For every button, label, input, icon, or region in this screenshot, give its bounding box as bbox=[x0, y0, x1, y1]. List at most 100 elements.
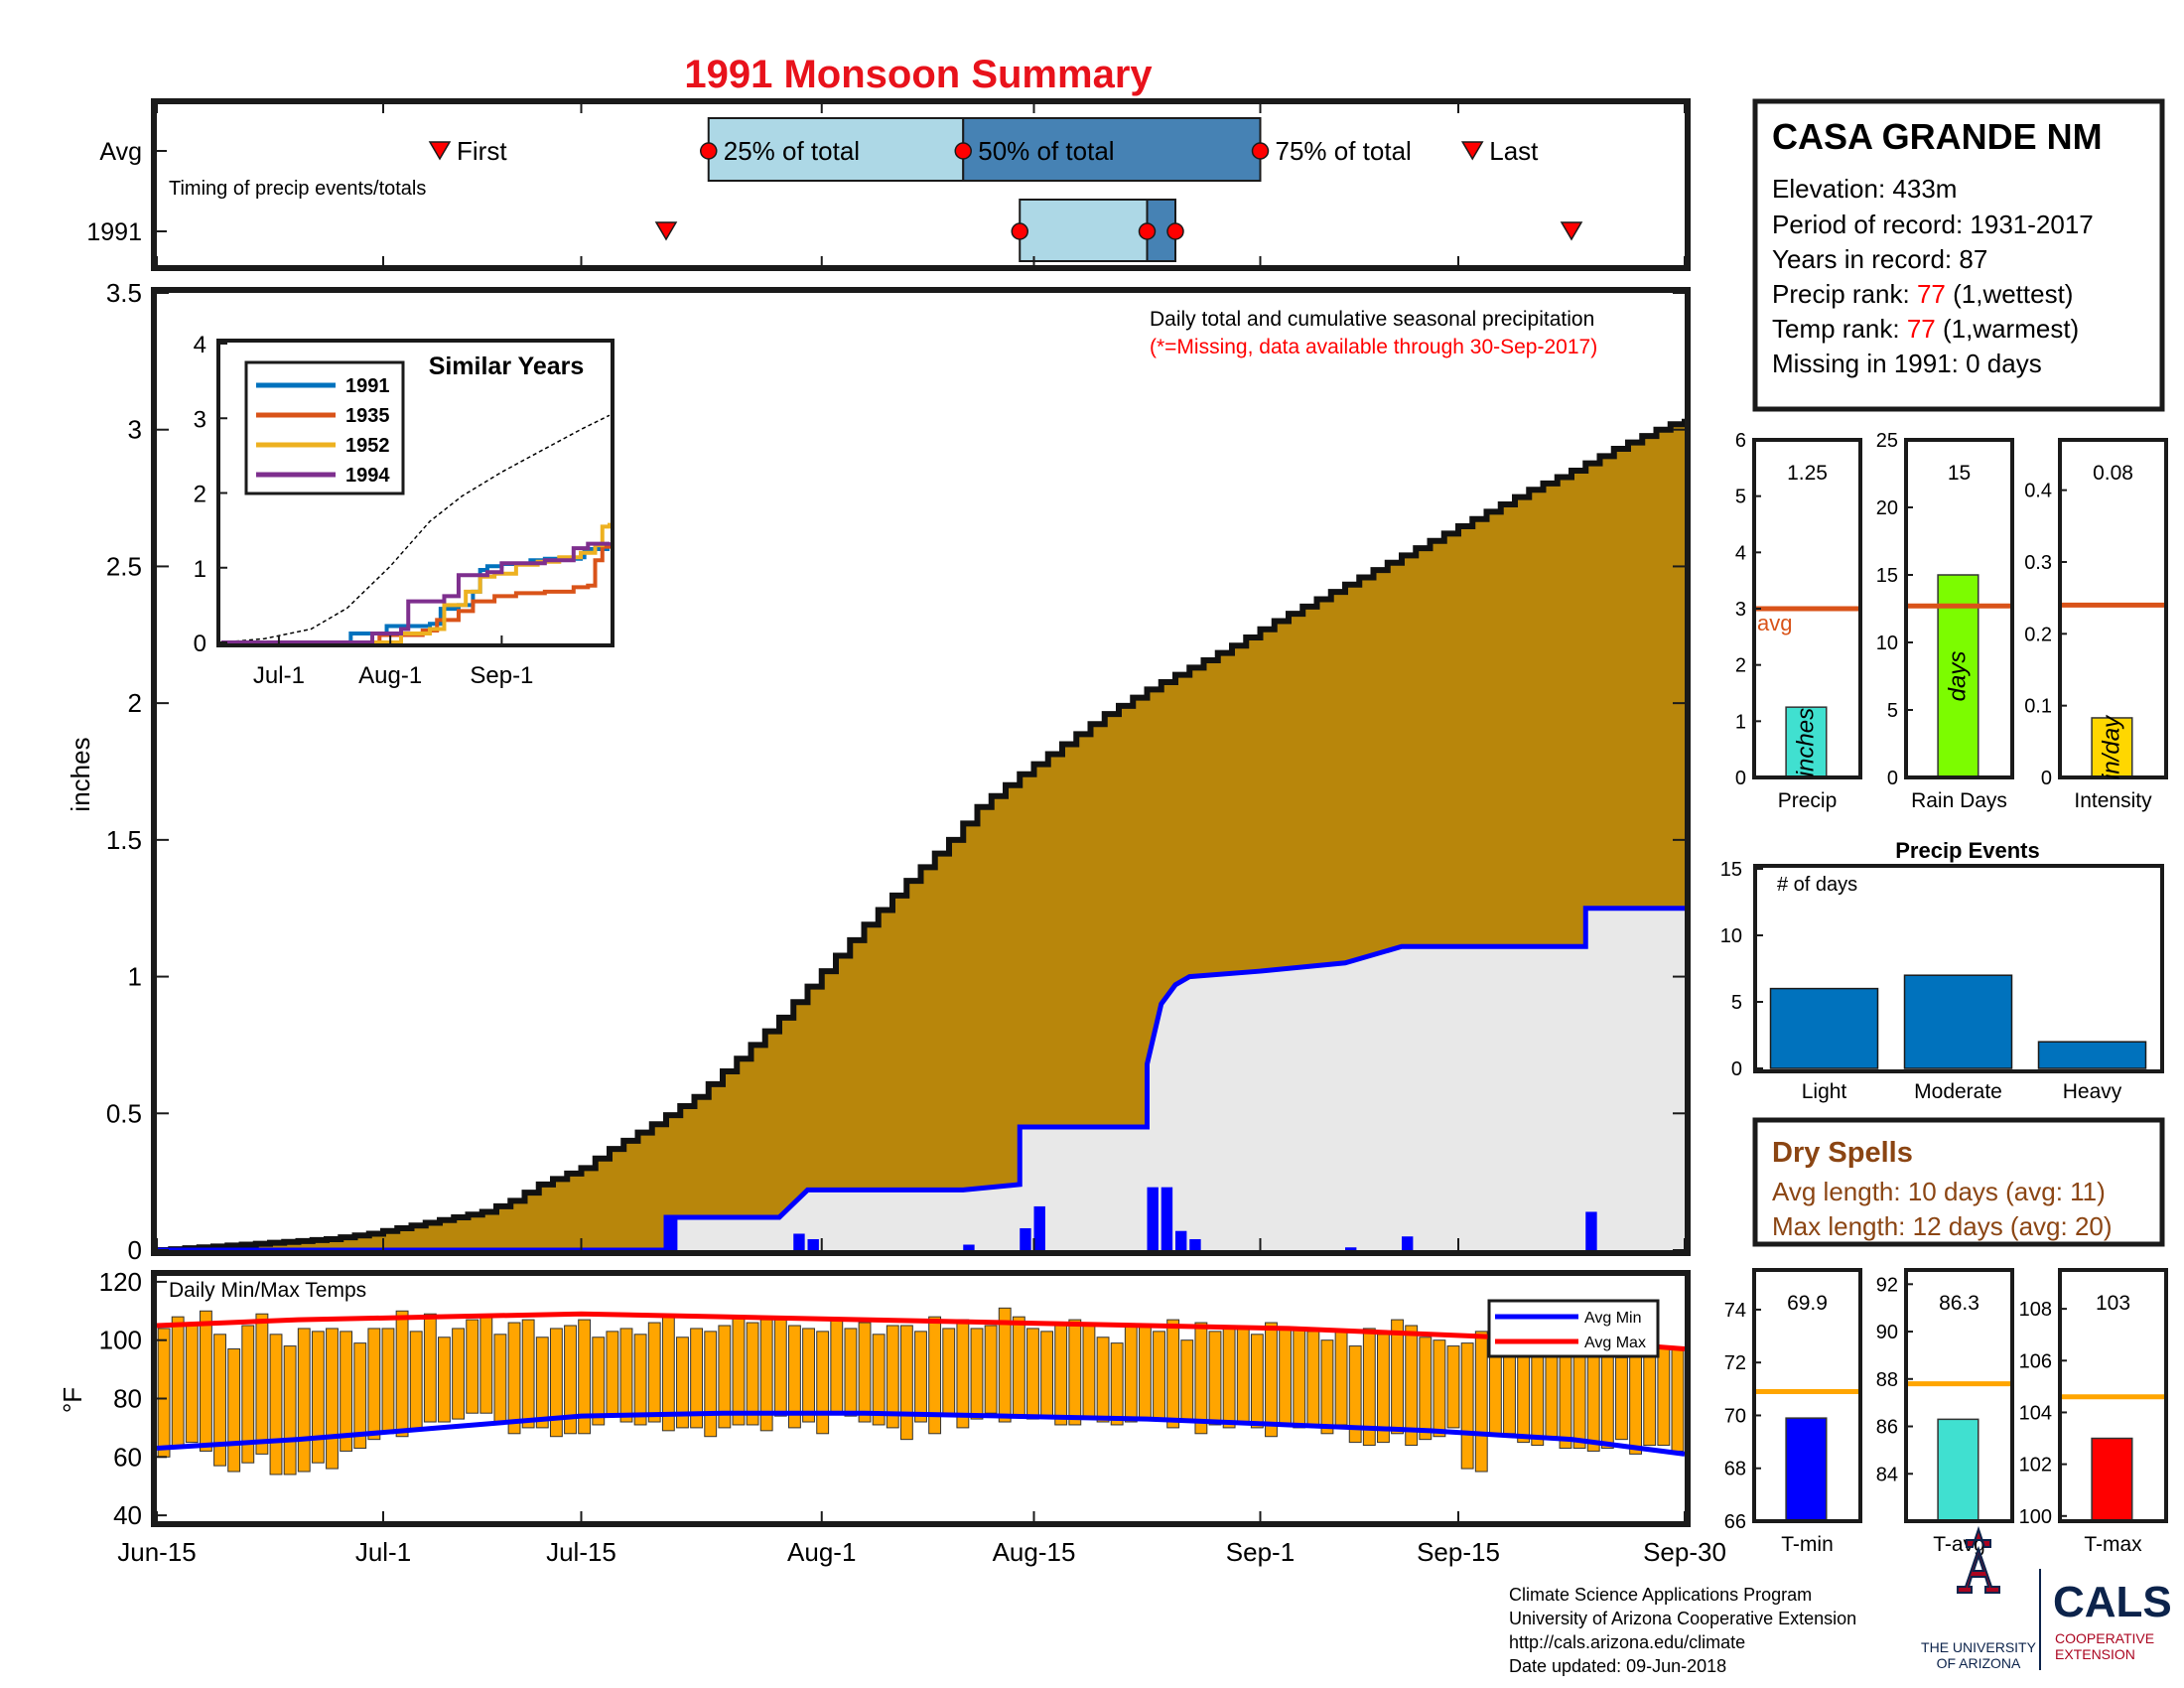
temp-range-bar bbox=[1586, 1345, 1600, 1452]
daily-precip-bar bbox=[1020, 1227, 1031, 1250]
year-q25-marker-icon bbox=[1011, 222, 1028, 240]
temp-range-bar bbox=[984, 1325, 998, 1414]
temp-range-bar bbox=[872, 1334, 886, 1426]
temp-y-tick-label: 120 bbox=[99, 1267, 142, 1297]
dry-spells-avg: Avg length: 10 days (avg: 11) bbox=[1772, 1177, 2106, 1206]
station-info-box: CASA GRANDE NM Elevation: 433m Period of… bbox=[1752, 98, 2165, 412]
temp-range-bar bbox=[381, 1328, 395, 1435]
inset-legend-label-1991: 1991 bbox=[345, 375, 390, 397]
temp-range-bar bbox=[1110, 1342, 1124, 1426]
intensity-y-tick-label: 0.2 bbox=[2024, 624, 2052, 645]
main-y-tick-label: 1.5 bbox=[106, 825, 142, 855]
precip_total-unit-label: inches bbox=[1792, 708, 1819, 776]
avg-first-marker-icon bbox=[428, 141, 452, 161]
inset-plot-area bbox=[220, 414, 612, 644]
temp-x-tick-label: Jul-1 bbox=[355, 1537, 411, 1567]
daily-precip-bar bbox=[1175, 1230, 1187, 1250]
dry-spells-box: Dry Spells Avg length: 10 days (avg: 11)… bbox=[1752, 1117, 2165, 1247]
temp-y-tick-label: 60 bbox=[113, 1442, 142, 1472]
university-of-arizona-logo: THE UNIVERSITY OF ARIZONA CALS COOPERATI… bbox=[1921, 1525, 2172, 1671]
events-category-label: Light bbox=[1802, 1080, 1847, 1103]
precip_total-y-tick-label: 6 bbox=[1735, 430, 1746, 452]
rain_days-unit-label: days bbox=[1944, 651, 1971, 702]
temp-range-bar bbox=[718, 1325, 732, 1429]
temp-range-bar bbox=[1615, 1356, 1628, 1441]
temp-range-bar bbox=[1180, 1339, 1194, 1423]
tmin-y-tick-label: 72 bbox=[1724, 1352, 1746, 1374]
temp-range-bar bbox=[199, 1310, 212, 1452]
ua-name-line-2: OF ARIZONA bbox=[1937, 1655, 2021, 1671]
inset-y-tick-label: 3 bbox=[194, 406, 206, 433]
temp-legend: Avg Min Avg Max bbox=[1495, 1310, 1646, 1351]
temp-range-bar bbox=[353, 1342, 367, 1449]
main-y-tick-label: 3.5 bbox=[106, 278, 142, 308]
temp-range-bar bbox=[1096, 1336, 1110, 1423]
events-title: Precip Events bbox=[1895, 838, 2040, 863]
precip_total-y-tick-label: 4 bbox=[1735, 542, 1746, 564]
temp-range-bar bbox=[1460, 1342, 1474, 1470]
main-y-tick-label: 0 bbox=[128, 1235, 142, 1265]
rain_days-y-tick-label: 20 bbox=[1876, 497, 1898, 519]
avg-q25-label: 25% of total bbox=[724, 136, 860, 166]
avg-min-line bbox=[156, 1410, 1686, 1457]
events-y-tick-label: 10 bbox=[1720, 925, 1742, 947]
temp-range-bar bbox=[1419, 1336, 1433, 1441]
avg-q75-marker-icon bbox=[1251, 142, 1270, 160]
tavg-y-tick-label: 88 bbox=[1876, 1369, 1898, 1391]
footer-line-2: University of Arizona Cooperative Extens… bbox=[1509, 1609, 1856, 1628]
precip-rank-suffix: (1,wettest) bbox=[1946, 279, 2074, 309]
tmin-value-label: 69.9 bbox=[1787, 1292, 1828, 1315]
temp-range-bar bbox=[1671, 1348, 1685, 1452]
temp-range-bar bbox=[956, 1319, 970, 1429]
temp-range-bar bbox=[157, 1328, 171, 1458]
timing-panel: Avg 1991 Timing of precip events/totals … bbox=[86, 98, 1691, 271]
inset-avg-reference-line bbox=[220, 414, 611, 643]
temp-legend-label: Avg Max bbox=[1584, 1335, 1646, 1351]
temp-range-bar bbox=[1208, 1331, 1222, 1426]
events-frame bbox=[1753, 864, 2164, 1073]
dry-spells-frame bbox=[1752, 1117, 2165, 1247]
daily-precip-bar bbox=[1033, 1205, 1045, 1250]
rain_days-y-tick-label: 0 bbox=[1887, 768, 1898, 789]
events-y-tick-label: 0 bbox=[1731, 1058, 1742, 1080]
inset-series-line-1994 bbox=[221, 541, 612, 644]
temp-range-bar bbox=[1138, 1325, 1152, 1420]
tmax-frame bbox=[2058, 1268, 2168, 1523]
temp-range-bar bbox=[171, 1316, 185, 1449]
intensity-unit-label: in/day bbox=[2098, 714, 2124, 779]
temp-range-bar bbox=[592, 1336, 606, 1426]
temp-range-bar bbox=[395, 1310, 409, 1438]
temp-range-bar bbox=[535, 1336, 549, 1429]
temp-range-bar bbox=[1446, 1345, 1460, 1429]
temp-range-bar bbox=[1026, 1328, 1039, 1420]
timing-marks: First 25% of total 50% of total 75% of tota… bbox=[156, 104, 1686, 265]
year-box-q25-q50 bbox=[1019, 199, 1149, 262]
inset-y-tick-label: 1 bbox=[194, 556, 206, 583]
events-plot-area: Light Moderate Heavy 0 5 10 15 bbox=[1720, 859, 2147, 1103]
inset-axes: 0 1 2 3 4 Jul-1 Aug-1 Sep-1 bbox=[194, 332, 534, 689]
events-y-tick-label: 15 bbox=[1720, 859, 1742, 881]
main-y-tick-label: 2 bbox=[128, 688, 142, 718]
events-category-label: Moderate bbox=[1914, 1080, 2002, 1103]
temp-rank-value: 77 bbox=[1907, 314, 1936, 344]
footer-line-4: Date updated: 09-Jun-2018 bbox=[1509, 1656, 1726, 1676]
temp-x-tick-label: Aug-15 bbox=[993, 1537, 1076, 1567]
daily-precip-bar bbox=[1585, 1211, 1597, 1250]
tmin-y-tick-label: 66 bbox=[1724, 1511, 1746, 1533]
intensity-y-tick-label: 0.4 bbox=[2024, 481, 2052, 502]
temp-range-bar bbox=[1600, 1342, 1614, 1449]
tavg-y-tick-label: 84 bbox=[1876, 1464, 1898, 1485]
temp-range-bar bbox=[438, 1336, 451, 1423]
precip_total-y-tick-label: 3 bbox=[1735, 599, 1746, 621]
year-cumulative-line bbox=[157, 906, 1685, 1253]
precip_total-y-tick-label: 5 bbox=[1735, 487, 1746, 508]
temp-range-bar bbox=[1433, 1339, 1446, 1438]
main-y-tick-label: 0.5 bbox=[106, 1098, 142, 1128]
temp-range-bar bbox=[816, 1331, 830, 1435]
summary-bar-panels: 0 1 2 3 4 5 6 1.25 Precip inches avg 0 5 10 15 20 25 15 Ra… bbox=[1724, 430, 2168, 1556]
temp-range-bar bbox=[340, 1331, 353, 1452]
temp-range-bar bbox=[311, 1331, 325, 1464]
tmin-category-label: T-min bbox=[1781, 1533, 1834, 1556]
temp-range-bar bbox=[633, 1334, 647, 1426]
